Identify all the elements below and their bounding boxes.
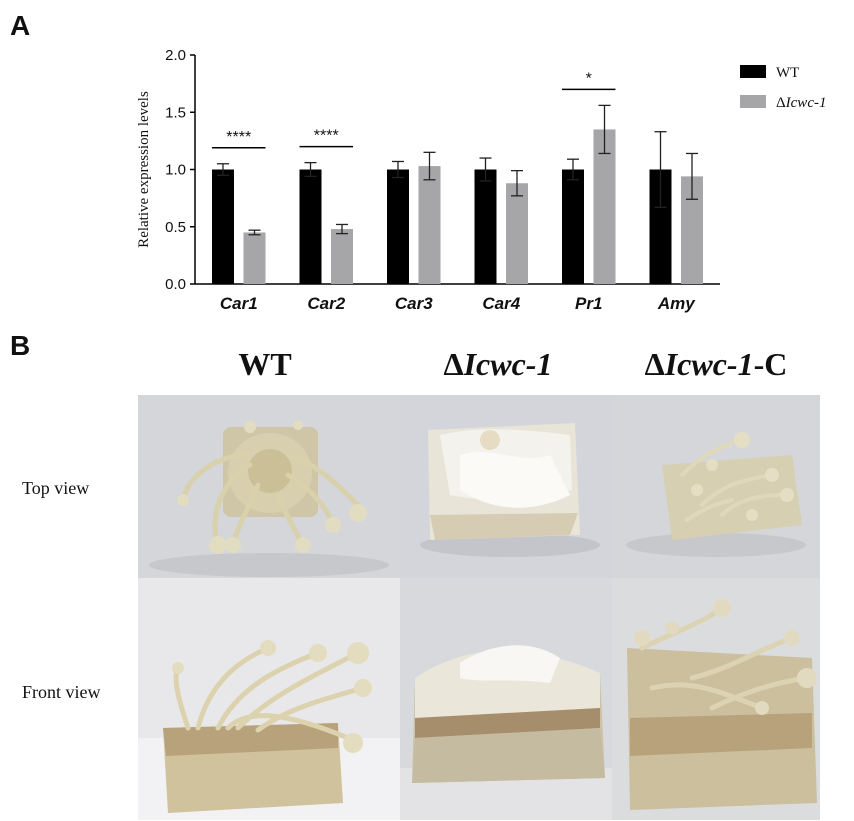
x-tick-label: Car3	[395, 294, 433, 313]
chart-significance: **** *****	[212, 70, 616, 149]
bar	[593, 129, 616, 284]
column-header-complemented: ΔIcwc-1-C	[644, 346, 788, 382]
y-tick-label: 0.0	[165, 276, 186, 293]
y-tick-label: 0.5	[165, 219, 186, 236]
x-tick-label: Car4	[482, 294, 520, 313]
bar	[474, 169, 497, 284]
bar	[681, 176, 703, 284]
panel-b-label: B	[10, 330, 31, 361]
bar	[212, 169, 234, 284]
x-tick-label: Pr1	[575, 294, 602, 313]
bar	[418, 166, 441, 284]
bar	[649, 169, 672, 284]
legend-swatch	[740, 65, 766, 78]
photo-complemented-top	[612, 395, 820, 578]
y-tick-label: 2.0	[165, 47, 186, 64]
bar	[387, 169, 409, 284]
column-header-wt: WT	[238, 346, 292, 382]
y-tick-label: 1.0	[165, 162, 186, 179]
bar	[506, 183, 528, 284]
significance-label: *	[586, 70, 592, 87]
chart-legend: WT ΔIcwc-1	[740, 65, 826, 111]
x-tick-label: Car1	[220, 294, 258, 313]
significance-label: ****	[226, 129, 251, 146]
photo-mutant-top	[400, 395, 612, 578]
row-label-front-view: Front view	[22, 682, 101, 702]
y-tick-label: 1.5	[165, 104, 186, 121]
photo-mutant-front	[400, 578, 612, 820]
photo-complemented-front	[612, 578, 820, 820]
legend-label: WT	[776, 65, 799, 81]
photo-wt-top	[138, 395, 400, 578]
bar	[299, 169, 322, 284]
bar-chart: 0.0 0.5 1.0 1.5 2.0 Relative expression level…	[136, 47, 826, 313]
chart-axes: 0.0 0.5 1.0 1.5 2.0 Relative expression level…	[136, 47, 720, 313]
x-tick-label: Car2	[307, 294, 345, 313]
bar	[331, 229, 353, 284]
row-label-top-view: Top view	[22, 478, 90, 498]
chart-bars	[212, 129, 703, 284]
column-header-mutant: ΔIcwc-1	[443, 346, 553, 382]
photo-wt-front	[138, 578, 400, 820]
chart-error-bars	[217, 104, 698, 236]
bar	[562, 169, 584, 284]
y-axis-label: Relative expression levels	[136, 91, 152, 248]
legend-swatch	[740, 95, 766, 108]
legend-label: ΔIcwc-1	[776, 95, 826, 111]
significance-label: ****	[314, 128, 339, 145]
panel-a-label: A	[10, 10, 31, 41]
x-tick-label: Amy	[657, 294, 696, 313]
bar	[243, 232, 266, 284]
